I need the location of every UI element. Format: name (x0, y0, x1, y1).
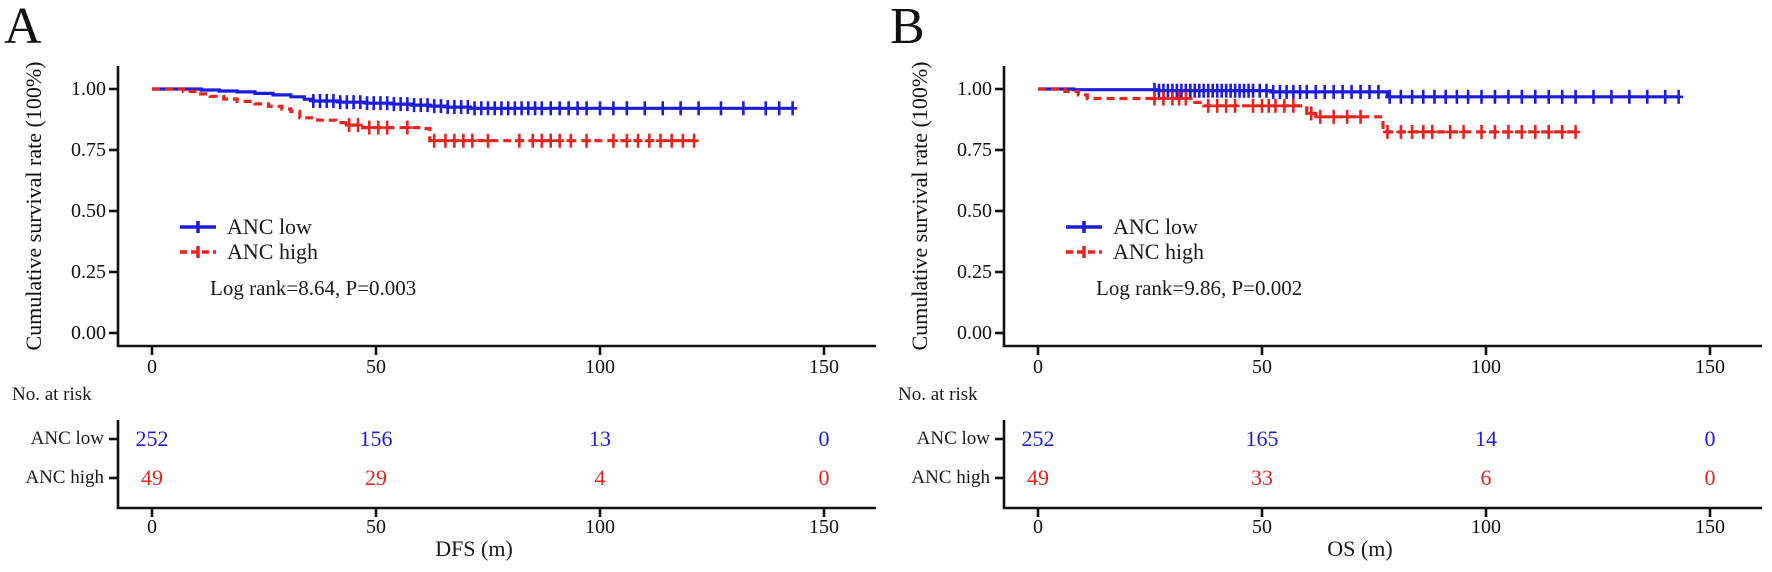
risk-count: 49 (141, 465, 163, 490)
risk-count: 4 (594, 465, 606, 490)
dashed-line-plus-marker-icon (180, 245, 216, 258)
risk-count: 156 (359, 426, 393, 451)
risk-row-label-anc-high: ANC high (25, 467, 104, 488)
risk-counts-anc-high: 49 33 6 0 (886, 465, 1772, 491)
km-plot-canvas-A (109, 66, 876, 517)
risk-count: 49 (1027, 465, 1049, 490)
x-tick-label: 100 (585, 516, 615, 538)
risk-count: 0 (818, 465, 830, 490)
risk-count: 13 (589, 426, 611, 451)
risk-axis-tick-labels: 0 50 100 150 (0, 514, 886, 540)
risk-row-label-anc-low: ANC low (30, 428, 104, 449)
y-tick-label: 0.00 (957, 322, 992, 344)
x-tick-label: 100 (1471, 356, 1501, 378)
panel-label: B (890, 0, 925, 55)
risk-count: 252 (1021, 426, 1055, 451)
y-tick-label: 0.25 (71, 261, 106, 283)
panel-B: B Cumulative survival rate (100%) 1.00 0… (886, 0, 1772, 572)
x-tick-label: 100 (1471, 516, 1501, 538)
logrank-annotation: Log rank=8.64, P=0.003 (210, 276, 417, 300)
panel-label: A (4, 0, 42, 55)
x-tick-label: 150 (809, 516, 839, 538)
risk-count: 252 (135, 426, 169, 451)
legend-item-anc-low: ANC low (178, 214, 318, 239)
x-axis-tick-labels: 0 50 100 150 (886, 354, 1772, 380)
x-tick-label: 50 (366, 516, 386, 538)
x-axis-tick-labels: 0 50 100 150 (0, 354, 886, 380)
x-tick-label: 150 (809, 356, 839, 378)
risk-table-header: No. at risk (898, 384, 978, 405)
y-tick-label: 1.00 (957, 78, 992, 100)
y-tick-label: 0.75 (957, 139, 992, 161)
risk-count: 0 (1704, 465, 1716, 490)
legend: ANC low ANC high (1064, 214, 1204, 264)
risk-counts-anc-low: 252 156 13 0 (0, 426, 886, 452)
x-axis-title: OS (m) (1327, 536, 1393, 561)
risk-count: 14 (1475, 426, 1497, 451)
y-tick-label: 0.50 (957, 200, 992, 222)
risk-counts-anc-high: 49 29 4 0 (0, 465, 886, 491)
panel-A: A Cumulative survival rate (100%) 1.00 0… (0, 0, 886, 561)
risk-count: 33 (1251, 465, 1273, 490)
y-tick-label: 0.75 (71, 139, 106, 161)
solid-line-plus-marker-icon (1066, 220, 1102, 233)
y-tick-label: 1.00 (71, 78, 106, 100)
dashed-line-plus-marker-icon (1066, 245, 1102, 258)
risk-count: 0 (1704, 426, 1716, 451)
x-tick-label: 50 (1252, 356, 1272, 378)
risk-row-label-anc-low: ANC low (916, 428, 990, 449)
y-tick-label: 0.50 (71, 200, 106, 222)
legend-item-anc-high: ANC high (178, 239, 318, 264)
x-tick-label: 0 (147, 356, 157, 378)
logrank-annotation: Log rank=9.86, P=0.002 (1096, 276, 1303, 300)
risk-count: 6 (1480, 465, 1492, 490)
km-plot-canvas-B (995, 66, 1762, 517)
risk-count: 29 (365, 465, 387, 490)
x-tick-label: 100 (585, 356, 615, 378)
y-tick-label: 0.00 (71, 322, 106, 344)
legend-label: ANC high (1113, 238, 1205, 264)
x-tick-label: 0 (147, 516, 157, 538)
legend-label: ANC high (227, 238, 319, 264)
solid-line-plus-marker-icon (180, 220, 216, 233)
risk-counts-anc-low: 252 165 14 0 (886, 426, 1772, 452)
risk-table-header: No. at risk (12, 384, 92, 405)
legend-label: ANC low (227, 213, 312, 239)
x-tick-label: 50 (366, 356, 386, 378)
legend-label: ANC low (1113, 213, 1198, 239)
legend-item-anc-low: ANC low (1064, 214, 1204, 239)
legend-item-anc-high: ANC high (1064, 239, 1204, 264)
x-tick-label: 50 (1252, 516, 1272, 538)
risk-count: 165 (1245, 426, 1279, 451)
risk-row-label-anc-high: ANC high (911, 467, 990, 488)
x-axis-title: DFS (m) (435, 536, 513, 561)
risk-count: 0 (818, 426, 830, 451)
x-tick-label: 0 (1033, 356, 1043, 378)
risk-axis-tick-labels: 0 50 100 150 (886, 514, 1772, 540)
legend: ANC low ANC high (178, 214, 318, 264)
y-tick-label: 0.25 (957, 261, 992, 283)
x-tick-label: 150 (1695, 516, 1725, 538)
x-tick-label: 0 (1033, 516, 1043, 538)
x-tick-label: 150 (1695, 356, 1725, 378)
